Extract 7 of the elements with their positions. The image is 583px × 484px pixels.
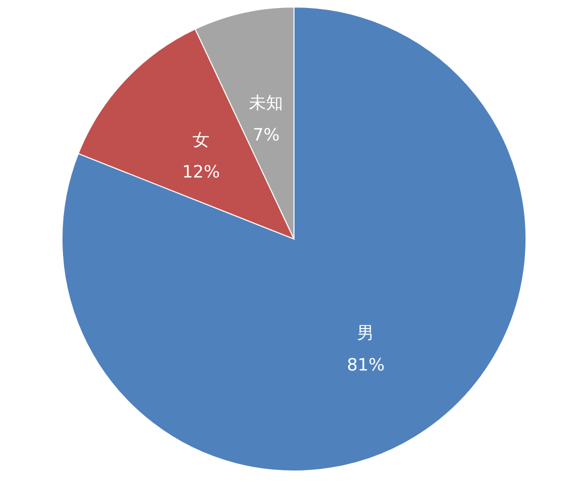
slice-label: 未知 <box>249 93 284 114</box>
pie-slice <box>62 6 526 472</box>
slice-label: 男 <box>357 324 374 344</box>
data-label: 12% <box>182 162 220 183</box>
data-label: 7% <box>252 125 280 146</box>
data-label: 81% <box>346 356 385 376</box>
slice-label: 女 <box>192 130 210 151</box>
